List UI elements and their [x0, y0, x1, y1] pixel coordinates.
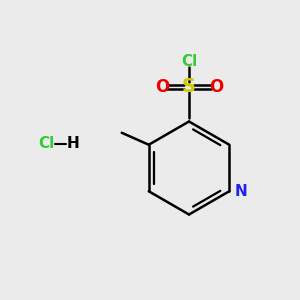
Text: O: O	[209, 78, 223, 96]
Text: S: S	[182, 77, 196, 97]
Text: N: N	[235, 184, 248, 199]
Text: O: O	[155, 78, 169, 96]
Text: Cl: Cl	[38, 136, 55, 152]
Text: Cl: Cl	[181, 54, 197, 69]
Text: H: H	[67, 136, 79, 152]
